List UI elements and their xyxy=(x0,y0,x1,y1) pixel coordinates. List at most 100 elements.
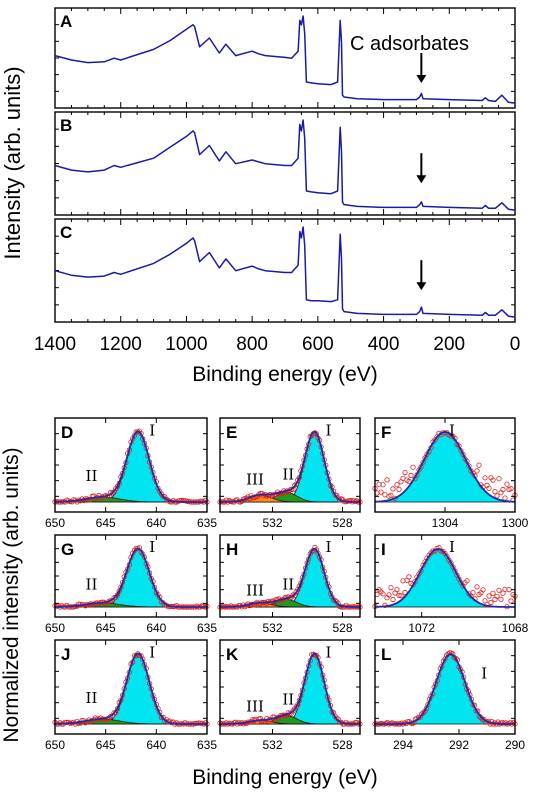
panel-F-data-point xyxy=(492,488,498,495)
top-x-tick-label: 0 xyxy=(510,334,521,355)
panel-F-data-point xyxy=(482,475,488,481)
panel-L-fit-envelope xyxy=(375,653,515,725)
panel-E-x-tick-label: 528 xyxy=(332,516,352,530)
panel-F-data-point xyxy=(500,486,506,493)
panel-F-x-tick-label: 1300 xyxy=(502,516,529,530)
panel-H-data-point xyxy=(335,601,341,607)
panel-I-data-point xyxy=(430,548,436,554)
panel-I-data-point xyxy=(470,589,476,596)
panel-K-data-point xyxy=(236,719,242,725)
top-x-tick-label: 1200 xyxy=(100,334,142,355)
top-x-tick-label: 1400 xyxy=(34,334,76,355)
panel-G-x-tick-label: 645 xyxy=(96,621,116,635)
panel-G-label: G xyxy=(61,540,74,559)
panel-F-data-point xyxy=(390,486,396,492)
panel-I-data-point xyxy=(480,587,486,593)
panel-F-fit-envelope xyxy=(374,431,516,503)
bottom-x-axis-label: Binding energy (eV) xyxy=(192,766,378,789)
panel-C-label: C xyxy=(60,223,72,242)
panel-L-data-point xyxy=(481,716,487,723)
panel-I-label: I xyxy=(381,540,386,559)
panel-J-label: J xyxy=(61,645,70,664)
panel-J-peak-label: I xyxy=(149,644,155,662)
panel-I-x-tick-label: 1068 xyxy=(502,621,529,635)
panel-B-label: B xyxy=(60,116,72,135)
panel-J-data-point xyxy=(62,719,68,725)
panel-I-data-point xyxy=(398,592,404,599)
panel-I-data-point xyxy=(396,592,402,599)
panel-I-data-point xyxy=(394,586,400,593)
panel-E-x-tick-label: 532 xyxy=(262,516,282,530)
panel-I-data-point xyxy=(494,593,500,599)
panel-D-x-tick-label: 650 xyxy=(45,516,65,530)
panel-L-x-tick-label: 292 xyxy=(449,738,469,752)
panel-I-data-point xyxy=(390,596,396,603)
panel-F-x-tick-label: 1304 xyxy=(432,516,459,530)
panel-H-peak-label: I xyxy=(326,538,332,556)
panel-F-data-point xyxy=(494,493,500,499)
panel-D-x-tick-label: 640 xyxy=(146,516,166,530)
panel-I-peak-label: I xyxy=(449,538,455,556)
panel-I-data-point xyxy=(508,598,514,604)
panel-K-label: K xyxy=(226,645,239,664)
panel-F-data-point xyxy=(474,468,480,474)
panel-K-peak-label: III xyxy=(246,697,264,715)
panel-D-label: D xyxy=(61,423,73,442)
top-x-tick-label: 200 xyxy=(433,334,465,355)
panel-E-label: E xyxy=(226,423,237,442)
panel-K-x-tick-label: 528 xyxy=(332,738,352,752)
panel-C-arrow-head xyxy=(416,282,427,291)
panel-J-peak-label: II xyxy=(86,689,98,707)
panel-H-data-point xyxy=(332,597,338,603)
panel-F-peak-label: I xyxy=(449,422,455,440)
panel-E-peak-label: III xyxy=(246,471,264,489)
panel-I-x-tick-label: 1072 xyxy=(408,621,435,635)
panel-C-frame xyxy=(54,218,516,323)
panel-A-label: A xyxy=(60,12,72,31)
panel-K-x-tick-label: 532 xyxy=(262,738,282,752)
panel-J-x-tick-label: 650 xyxy=(45,738,65,752)
panel-F-data-point xyxy=(502,495,508,501)
panel-I-data-point xyxy=(386,592,392,598)
top-y-axis-label: Intensity (arb. units) xyxy=(0,66,25,260)
panel-H-data-point xyxy=(295,586,301,593)
panel-B-survey-line xyxy=(54,119,516,211)
panel-H-data-point xyxy=(228,603,234,609)
panel-L-label: L xyxy=(381,645,391,664)
panel-G-x-tick-label: 635 xyxy=(197,621,217,635)
panel-B-arrow-head xyxy=(416,175,427,184)
panel-F-peak-I xyxy=(374,431,516,503)
panel-D-peak-label: II xyxy=(86,467,98,485)
panel-G-fit-envelope xyxy=(55,547,207,608)
panel-F-data-point xyxy=(504,481,510,487)
panel-F-data-point xyxy=(476,462,482,468)
panel-F-data-point xyxy=(378,489,384,495)
panel-I-data-point xyxy=(380,591,386,597)
panel-L-peak-label: I xyxy=(481,665,487,683)
panel-G-x-tick-label: 640 xyxy=(146,621,166,635)
panel-J-x-tick-label: 640 xyxy=(146,738,166,752)
panel-I-data-point xyxy=(388,584,394,591)
panel-G-x-tick-label: 650 xyxy=(45,621,65,635)
panel-I-data-point xyxy=(406,574,412,580)
panel-H-fit-envelope xyxy=(220,547,360,608)
panel-F-data-point xyxy=(396,486,402,492)
panel-D-fit-envelope xyxy=(55,430,207,503)
panel-C-survey-line xyxy=(54,226,516,318)
panel-B-frame xyxy=(54,111,516,216)
panel-I-data-point xyxy=(490,590,496,596)
panel-L-data-point xyxy=(453,655,459,662)
panel-E-fit-envelope xyxy=(220,430,360,503)
panel-I-data-point xyxy=(488,599,494,606)
panel-F-data-point xyxy=(388,492,394,498)
bottom-y-axis-label: Normalized intensity (arb. units) xyxy=(0,447,23,743)
panel-F-data-point xyxy=(466,463,472,469)
panel-H-x-tick-label: 528 xyxy=(332,621,352,635)
panel-I-data-point xyxy=(498,596,504,602)
panel-E-data-point xyxy=(354,498,360,504)
panel-F-data-point xyxy=(410,464,416,470)
top-x-tick-label: 800 xyxy=(236,334,268,355)
panel-F-data-point xyxy=(408,472,414,478)
panel-F-data-point xyxy=(496,476,502,482)
